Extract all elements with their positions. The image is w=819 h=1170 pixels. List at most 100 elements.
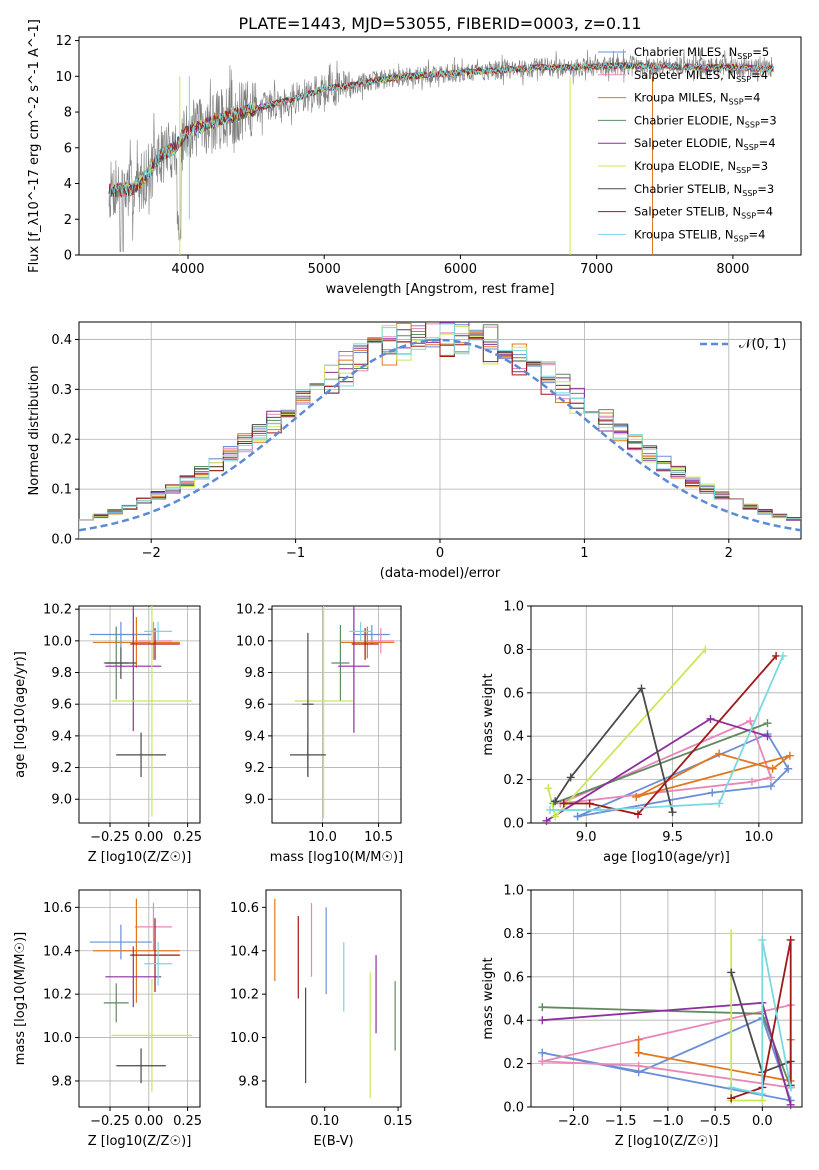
x-tick-label: −1.5 (605, 1114, 637, 1129)
legend-label: Salpeter ELODIE, NSSP=4 (634, 136, 776, 152)
legend-label-sub: SSP (742, 189, 757, 198)
x-tick-label: 10.0 (308, 830, 337, 845)
legend-label: Salpeter MILES, NSSP=4 (634, 68, 768, 84)
age-vs-metallicity-panel: −0.25 0.00 0.25 9.0 9.2 9.4 9.6 9.8 10.0 10.2 Z [l… (13, 603, 202, 865)
residual-histogram (79, 322, 801, 539)
y-tick-label: 10.6 (43, 901, 72, 916)
weight-marker (772, 651, 781, 660)
y-tick-label: 0.8 (503, 643, 524, 658)
x-axis-label: E(B-V) (313, 1134, 353, 1149)
y-tick-label: 8 (64, 106, 72, 121)
weight-marker (758, 1089, 767, 1098)
legend-label-sub: SSP (741, 212, 756, 221)
x-tick-label: 5000 (308, 262, 341, 277)
weight-line (542, 1016, 793, 1102)
weight-marker (559, 799, 568, 808)
weight-marker (538, 1048, 547, 1057)
y-tick-label: 9.8 (238, 1074, 259, 1089)
mass-vs-metallicity-panel: −0.25 0.00 0.25 9.8 10.0 10.2 10.4 10.6 Z [log10… (13, 889, 202, 1149)
x-tick-label: 1 (580, 546, 588, 561)
weight-marker (538, 1016, 547, 1025)
y-tick-label: 0.2 (51, 433, 72, 448)
weight-marker (766, 773, 775, 782)
legend-label-part: =3 (760, 113, 777, 127)
weight-line (731, 939, 792, 1096)
legend-label-part: Salpeter MILES, N (634, 68, 736, 82)
x-tick-label: 0.10 (310, 1114, 339, 1129)
weight-line (554, 686, 674, 813)
weight-marker (763, 719, 772, 728)
y-tick-label: 4 (64, 177, 72, 192)
x-tick-label: −2.0 (558, 1114, 590, 1129)
weight-marker (551, 797, 560, 806)
age-vs-mass-panel: 10.0 10.5 9.0 9.2 9.4 9.6 9.8 10.0 10.2 mass [log… (236, 603, 403, 865)
y-tick-label: 10.0 (43, 1031, 72, 1046)
y-axis-label: Normed distribution (27, 366, 42, 496)
residual-histogram (79, 323, 801, 539)
weight-marker (637, 684, 646, 693)
y-axis-label: mass [log10(M/M☉)] (13, 932, 28, 1065)
weight-marker (544, 784, 553, 793)
y-tick-label: 9.2 (244, 761, 265, 776)
y-tick-label: 12 (55, 34, 72, 49)
x-axis-label: Z [log10(Z/Z☉)] (615, 1134, 719, 1149)
y-tick-label: 0.2 (503, 1057, 524, 1072)
x-tick-label: −0.5 (699, 1114, 731, 1129)
weight-vs-age-panel: 9.0 9.5 10.0 0.0 0.2 0.4 0.6 0.8 1.0 age [log10(a… (481, 600, 803, 865)
weight-marker (585, 799, 594, 808)
model-spectrum-line (108, 62, 775, 197)
legend-label-part: =4 (756, 205, 773, 219)
y-tick-label: 0.6 (503, 686, 524, 701)
y-tick-label: 10.0 (43, 634, 72, 649)
weight-marker (708, 788, 717, 797)
weight-marker (763, 732, 772, 741)
residual-histogram (79, 322, 801, 539)
y-tick-label: 9.8 (244, 666, 265, 681)
weight-marker (785, 751, 794, 760)
weight-marker (746, 717, 755, 726)
weight-marker (727, 968, 736, 977)
x-axis-label: Z [log10(Z/Z☉)] (88, 1134, 192, 1149)
y-tick-label: 9.4 (51, 729, 72, 744)
y-tick-label: 9.8 (51, 666, 72, 681)
x-tick-label: 2 (725, 546, 733, 561)
weight-vs-metallicity-panel: −2.0 −1.5 −1.0 −0.5 0.0 0.0 0.2 0.4 0.6 0.8 1.0 Z [… (481, 884, 803, 1149)
y-tick-label: 0.2 (503, 773, 524, 788)
axes-frame (78, 889, 201, 1108)
axes-frame (530, 889, 803, 1108)
weight-marker (634, 1048, 643, 1057)
x-tick-label: −2 (142, 546, 161, 561)
weight-marker (542, 816, 551, 825)
legend-label-sub: SSP (744, 143, 759, 152)
y-axis-label: mass weight (481, 673, 496, 755)
weight-line (550, 655, 784, 811)
y-tick-label: 10 (55, 70, 72, 85)
y-tick-label: 0.4 (503, 730, 524, 745)
y-tick-label: 10.6 (230, 901, 259, 916)
x-tick-label: 0.25 (173, 1114, 202, 1129)
weight-marker (758, 935, 767, 944)
x-tick-label: 0.0 (752, 1114, 773, 1129)
y-axis-label: Flux [f_λ10^-17 erg cm^-2 s^-1 A^-1] (27, 19, 42, 273)
legend-label-part: =4 (759, 136, 776, 150)
x-axis-label: wavelength [Angstrom, rest frame] (326, 282, 555, 297)
x-tick-label: 0 (436, 546, 444, 561)
x-tick-label: 0.25 (173, 830, 202, 845)
weight-marker (786, 1083, 795, 1092)
legend-label-sub: SSP (734, 234, 749, 243)
weight-marker (715, 799, 724, 808)
weight-marker (551, 812, 560, 821)
y-axis-label: age [log10(age/yr)] (13, 651, 28, 778)
mass-vs-ebv-panel: 0.10 0.15 9.8 10.0 10.2 10.4 10.6 E(B-V) (230, 889, 413, 1149)
legend-label-part: =4 (744, 91, 761, 105)
weight-marker (573, 812, 582, 821)
residuals-panel: −2 −1 0 1 2 0.0 0.1 0.2 0.3 0.4 (data-model)/error… (27, 321, 802, 581)
legend-label: Kroupa MILES, NSSP=4 (634, 91, 760, 107)
x-tick-label: 9.0 (576, 830, 597, 845)
legend-label: Chabrier MILES, NSSP=5 (634, 45, 769, 61)
weight-marker (706, 714, 715, 723)
y-tick-label: 0.3 (51, 383, 72, 398)
x-axis-label: age [log10(age/yr)] (603, 850, 730, 865)
weight-marker (632, 792, 641, 801)
weight-marker (634, 810, 643, 819)
